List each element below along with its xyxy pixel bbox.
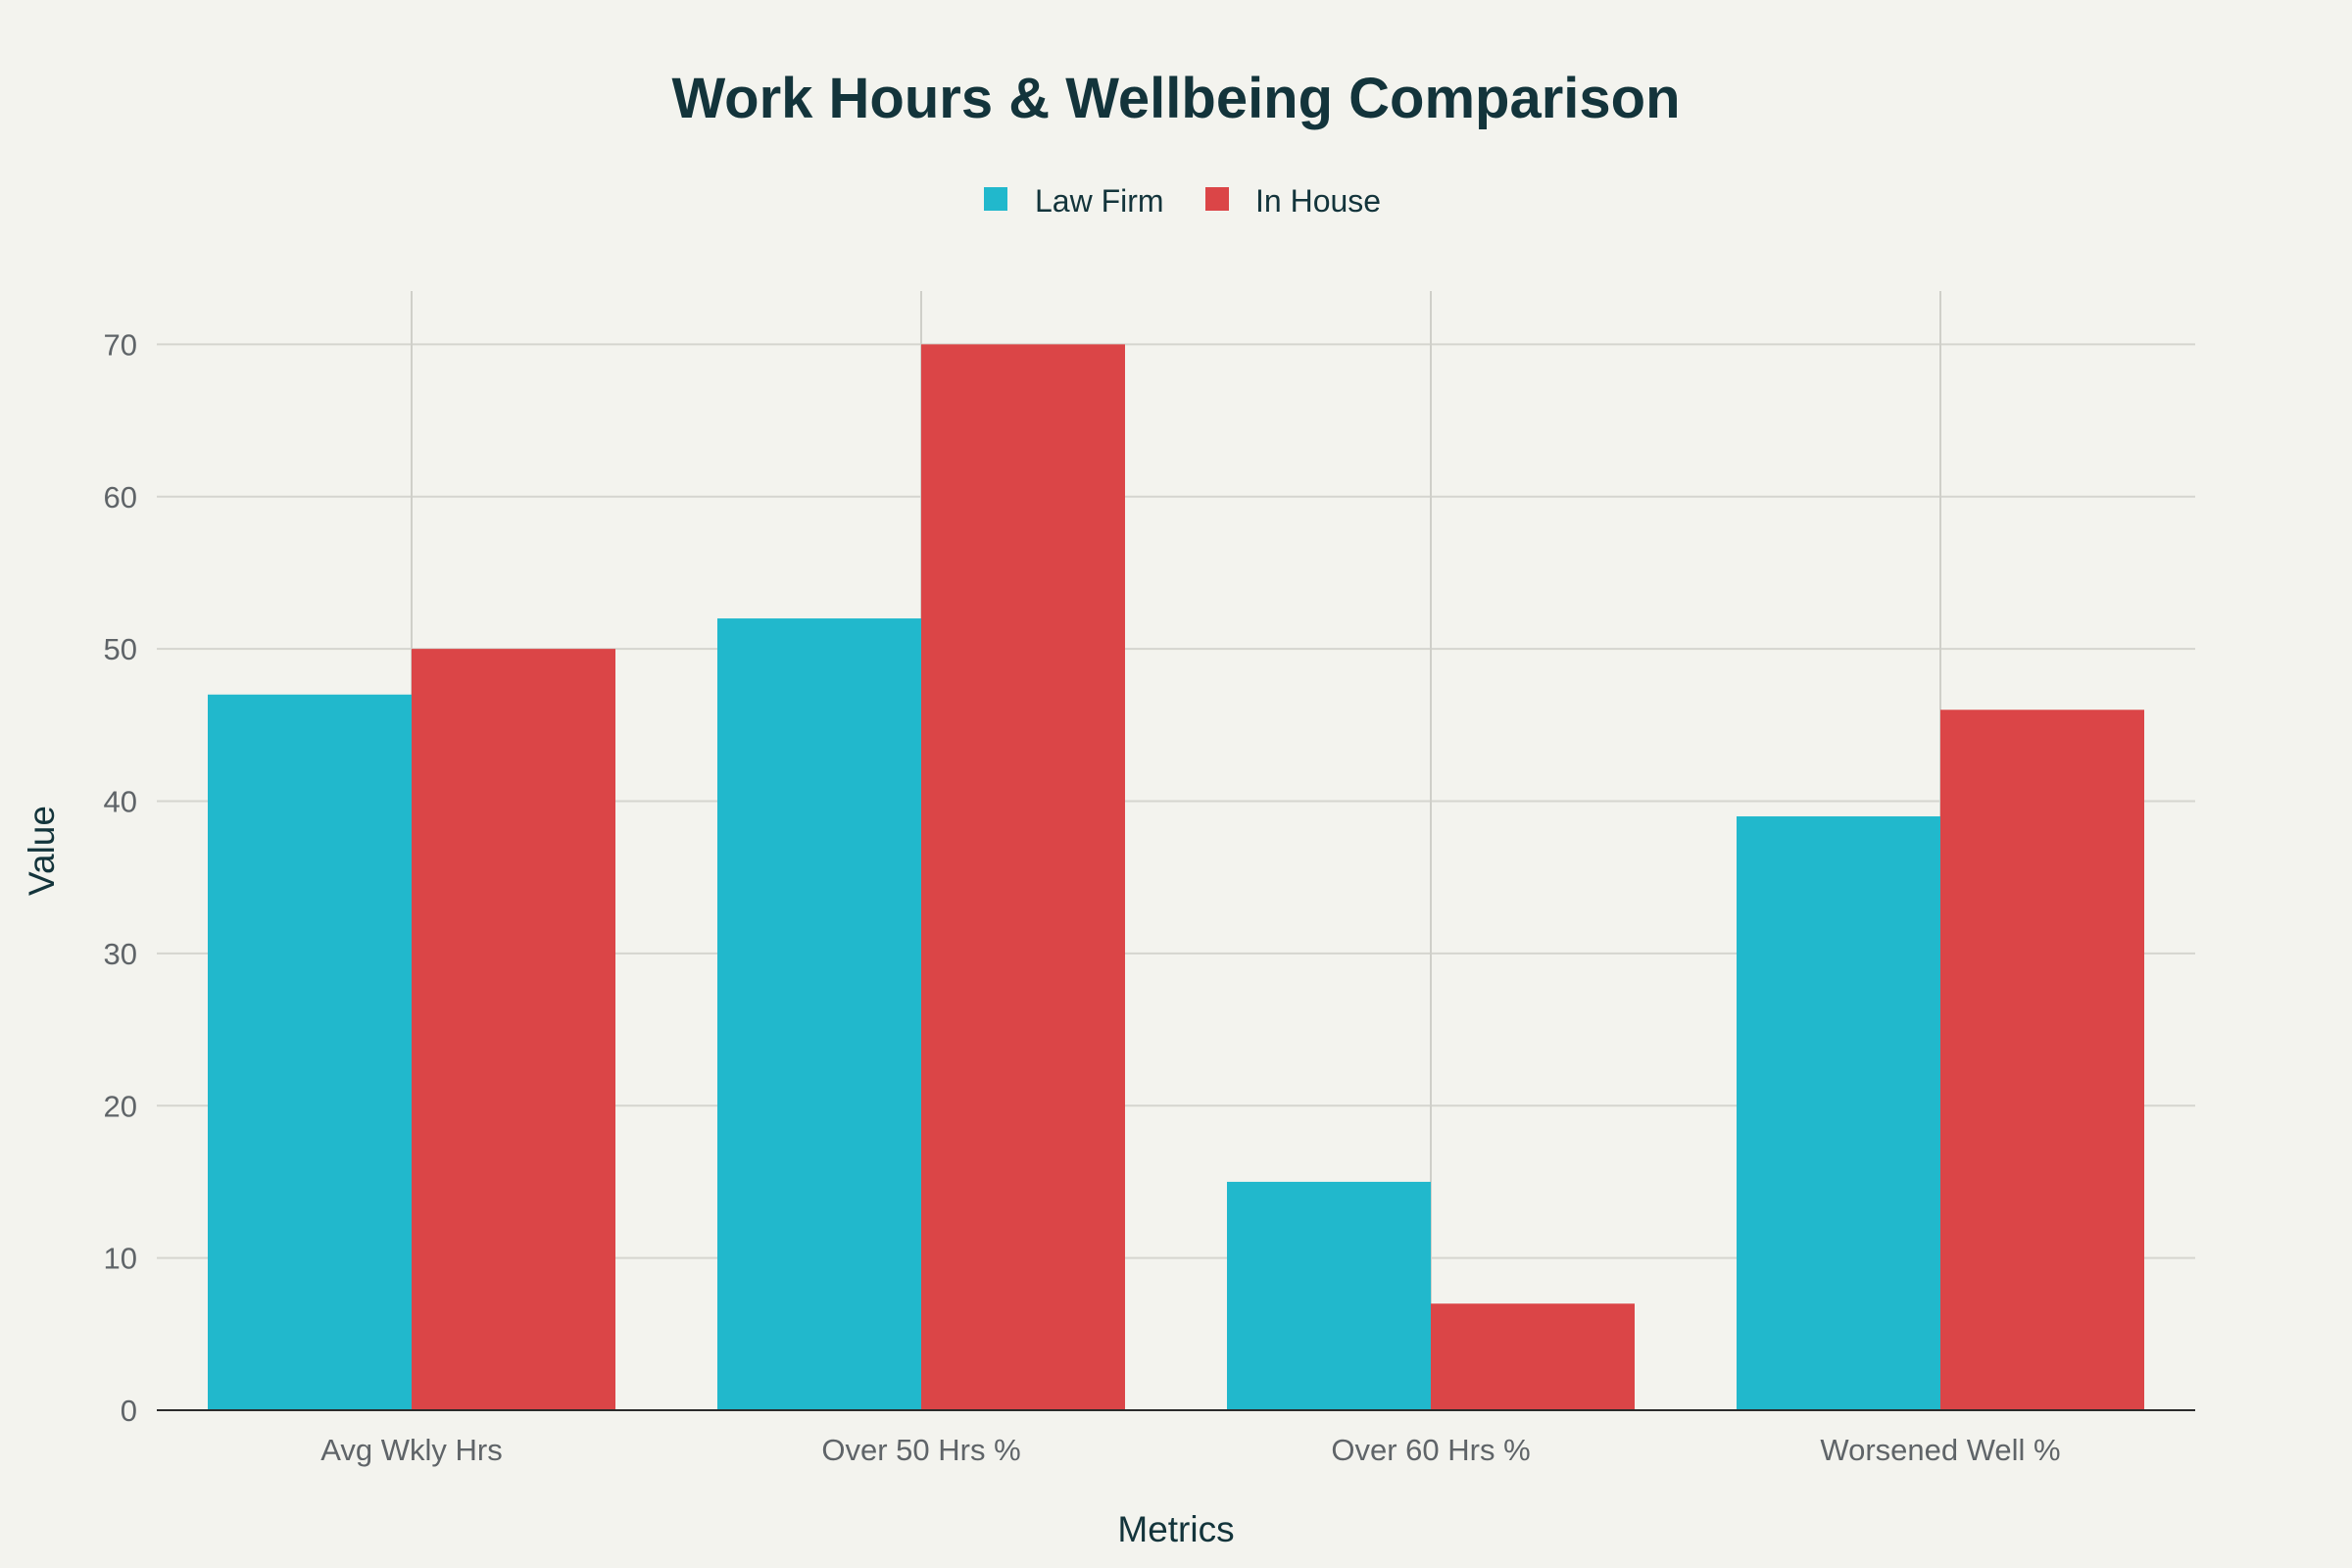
bar-law-firm-3: [1737, 816, 1940, 1410]
x-tick-label: Avg Wkly Hrs: [320, 1433, 502, 1467]
y-tick-label: 40: [104, 785, 137, 819]
legend-swatch-law-firm: [984, 187, 1007, 211]
legend: Law Firm In House: [984, 183, 1381, 219]
bar-in-house-1: [921, 344, 1125, 1410]
bar-law-firm-2: [1227, 1181, 1431, 1410]
bar-in-house-0: [412, 649, 615, 1410]
y-tick-label: 30: [104, 937, 137, 971]
bar-law-firm-0: [208, 694, 412, 1410]
legend-swatch-in-house: [1205, 187, 1229, 211]
legend-label-law-firm: Law Firm: [1035, 183, 1164, 219]
x-tick-labels: Avg Wkly Hrs Over 50 Hrs % Over 60 Hrs % Wo…: [320, 1433, 2060, 1467]
y-tick-label: 0: [121, 1394, 137, 1428]
bars: [208, 344, 2144, 1410]
x-tick-label: Over 60 Hrs %: [1331, 1433, 1530, 1467]
y-tick-label: 10: [104, 1242, 137, 1276]
vertical-gridlines: [411, 291, 1941, 1410]
y-axis-title: Value: [22, 806, 62, 896]
y-tick-label: 20: [104, 1089, 137, 1123]
y-tick-label: 50: [104, 632, 137, 666]
x-axis-title: Metrics: [1117, 1509, 1234, 1549]
chart-title: Work Hours & Wellbeing Comparison: [671, 67, 1680, 130]
y-tick-label: 60: [104, 480, 137, 514]
legend-label-in-house: In House: [1255, 183, 1381, 219]
bar-in-house-3: [1940, 710, 2144, 1410]
x-tick-label: Worsened Well %: [1820, 1433, 2060, 1467]
y-tick-labels: 0 10 20 30 40 50 60 70: [104, 327, 137, 1428]
bar-law-firm-1: [717, 618, 921, 1410]
x-tick-label: Over 50 Hrs %: [821, 1433, 1020, 1467]
bar-in-house-2: [1431, 1303, 1635, 1410]
y-tick-label: 70: [104, 327, 137, 362]
